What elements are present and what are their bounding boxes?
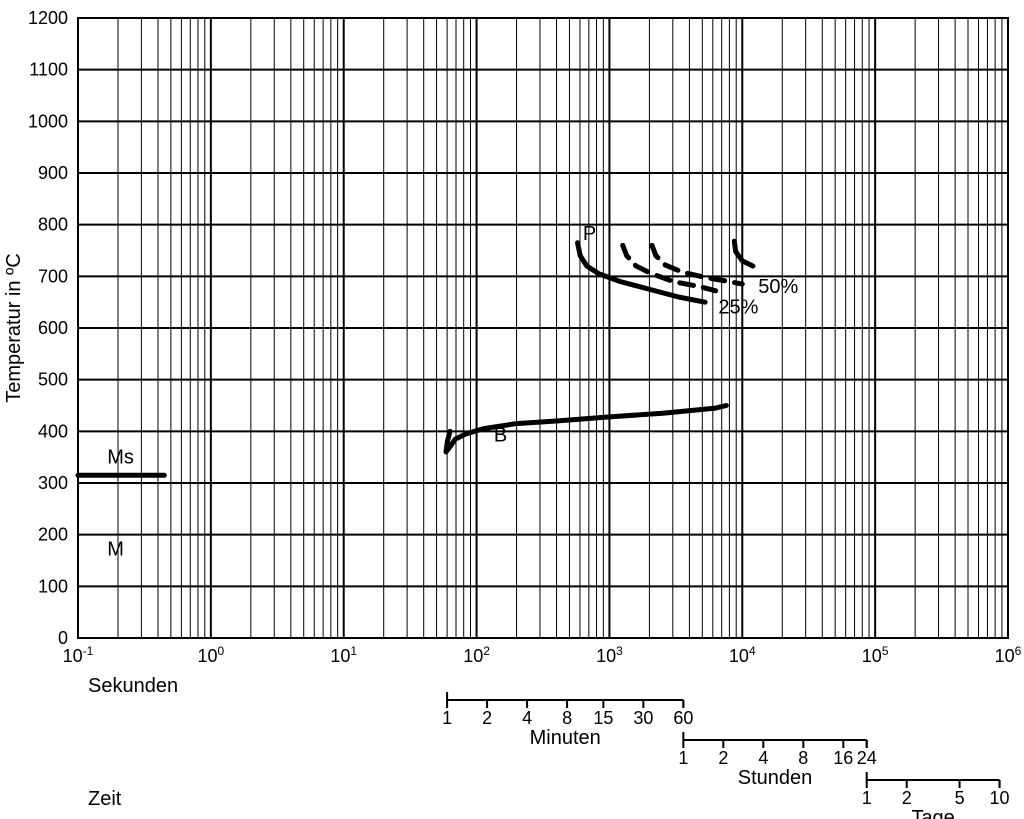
unit-scale-tick-label: 16 [833, 748, 853, 768]
unit-scale-tick-label: 30 [633, 708, 653, 728]
y-tick-label: 900 [38, 163, 68, 183]
unit-scale-label: Minuten [530, 727, 601, 749]
unit-scale-tick-label: 8 [798, 748, 808, 768]
unit-scale-tick-label: 24 [857, 748, 877, 768]
unit-scale-tick-label: 60 [673, 708, 693, 728]
seconds-label: Sekunden [88, 675, 178, 697]
ttt-chart: 0 100 200 300 400 500 600 700 800 900 1000 1100 1200… [0, 0, 1024, 819]
y-tick-label: 0 [58, 628, 68, 648]
annotation-Ms: Ms [107, 446, 134, 468]
unit-scale-tick-label: 8 [562, 708, 572, 728]
unit-scale-tick-label: 5 [955, 788, 965, 808]
annotation-M: M [107, 538, 124, 560]
annotation-p25: 25% [718, 297, 758, 319]
unit-scale-tick-label: 2 [482, 708, 492, 728]
y-tick-label: 500 [38, 370, 68, 390]
y-tick-label: 100 [38, 576, 68, 596]
unit-scale-tick-label: 4 [758, 748, 768, 768]
y-tick-label: 700 [38, 266, 68, 286]
unit-scale-tick-label: 4 [522, 708, 532, 728]
y-tick-label: 200 [38, 525, 68, 545]
y-tick-label: 1100 [29, 60, 68, 80]
y-tick-label: 1000 [28, 111, 68, 131]
unit-scale-tick-label: 1 [862, 788, 872, 808]
unit-scale-tick-label: 10 [990, 788, 1010, 808]
unit-scale-tick-label: 1 [678, 748, 688, 768]
unit-scale-tick-label: 1 [442, 708, 452, 728]
unit-scale-tick-label: 15 [593, 708, 613, 728]
y-tick-label: 800 [38, 215, 68, 235]
unit-scale-tick-label: 2 [718, 748, 728, 768]
unit-scale-tick-label: 2 [902, 788, 912, 808]
y-tick-label: 400 [38, 421, 68, 441]
y-tick-label: 300 [38, 473, 68, 493]
zeit-label: Zeit [88, 788, 122, 810]
y-tick-label: 1200 [28, 8, 68, 28]
y-axis-label: Temperatur in ºC [3, 253, 25, 403]
unit-scale-label: Tage [911, 807, 954, 819]
annotation-p50: 50% [758, 276, 798, 298]
y-tick-label: 600 [38, 318, 68, 338]
annotation-B: B [494, 425, 507, 447]
annotation-P: P [583, 223, 596, 245]
chart-svg: 0 100 200 300 400 500 600 700 800 900 1000 1100 1200… [0, 0, 1024, 819]
unit-scale-label: Stunden [738, 767, 813, 789]
